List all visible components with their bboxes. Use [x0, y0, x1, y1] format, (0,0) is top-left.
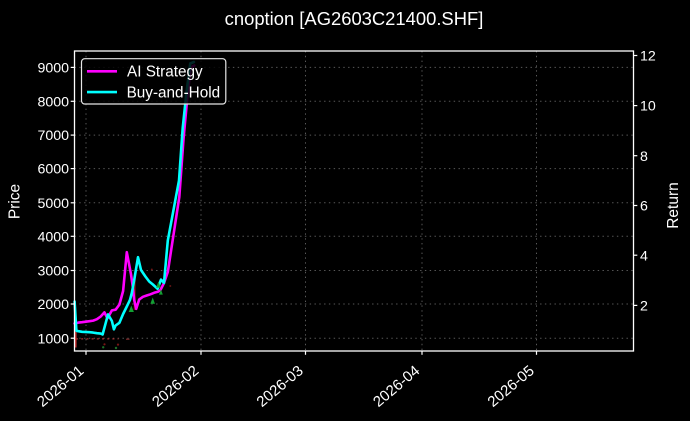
svg-text:6: 6 [640, 199, 648, 215]
svg-text:8: 8 [640, 149, 648, 165]
svg-text:10: 10 [640, 99, 656, 115]
svg-text:Price: Price [7, 184, 24, 219]
svg-text:8000: 8000 [37, 94, 69, 110]
svg-text:Return: Return [665, 182, 682, 229]
svg-text:cnoption [AG2603C21400.SHF]: cnoption [AG2603C21400.SHF] [225, 8, 484, 29]
svg-text:9000: 9000 [37, 61, 69, 77]
svg-text:4: 4 [640, 248, 648, 264]
svg-text:6000: 6000 [37, 162, 69, 178]
svg-text:3000: 3000 [37, 264, 69, 280]
svg-text:2000: 2000 [37, 297, 69, 313]
svg-text:12: 12 [640, 49, 656, 65]
svg-text:7000: 7000 [37, 128, 69, 144]
svg-text:AI Strategy: AI Strategy [127, 64, 203, 81]
svg-text:5000: 5000 [37, 196, 69, 212]
svg-text:Buy-and-Hold: Buy-and-Hold [127, 85, 221, 102]
svg-text:1000: 1000 [37, 331, 69, 347]
svg-text:2: 2 [640, 299, 648, 315]
svg-text:4000: 4000 [37, 229, 69, 245]
